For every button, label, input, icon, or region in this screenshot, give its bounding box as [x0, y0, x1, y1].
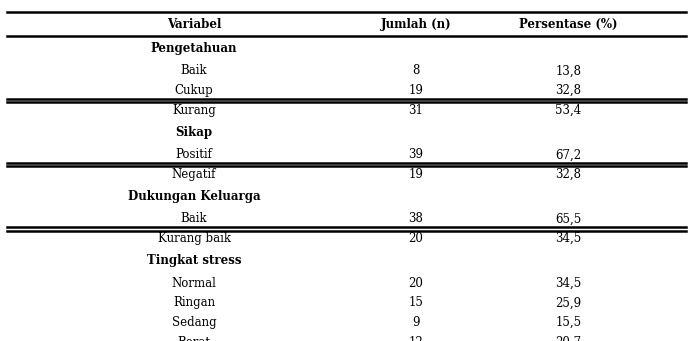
- Text: Baik: Baik: [181, 64, 207, 77]
- Text: Kurang baik: Kurang baik: [157, 232, 231, 245]
- Text: Normal: Normal: [172, 277, 216, 290]
- Text: 20: 20: [408, 277, 423, 290]
- Text: 15,5: 15,5: [555, 316, 581, 329]
- Text: 8: 8: [412, 64, 419, 77]
- Text: 65,5: 65,5: [555, 212, 581, 225]
- Text: 12: 12: [408, 336, 423, 341]
- Text: 34,5: 34,5: [555, 277, 581, 290]
- Text: 20: 20: [408, 232, 423, 245]
- Text: 39: 39: [408, 148, 423, 161]
- Text: Variabel: Variabel: [167, 18, 221, 31]
- Text: Kurang: Kurang: [172, 104, 216, 117]
- Text: Berat: Berat: [177, 336, 211, 341]
- Text: Tingkat stress: Tingkat stress: [147, 254, 241, 267]
- Text: 31: 31: [408, 104, 423, 117]
- Text: Baik: Baik: [181, 212, 207, 225]
- Text: 19: 19: [408, 84, 423, 97]
- Text: 32,8: 32,8: [555, 84, 581, 97]
- Text: 19: 19: [408, 168, 423, 181]
- Text: 34,5: 34,5: [555, 232, 581, 245]
- Text: 67,2: 67,2: [555, 148, 581, 161]
- Text: 32,8: 32,8: [555, 168, 581, 181]
- Text: 38: 38: [408, 212, 423, 225]
- Text: Dukungan Keluarga: Dukungan Keluarga: [128, 190, 261, 203]
- Text: Jumlah (n): Jumlah (n): [380, 18, 451, 31]
- Text: Negatif: Negatif: [172, 168, 216, 181]
- Text: Persentase (%): Persentase (%): [519, 18, 617, 31]
- Text: Sikap: Sikap: [175, 126, 213, 139]
- Text: 25,9: 25,9: [555, 296, 581, 309]
- Text: 15: 15: [408, 296, 423, 309]
- Text: Ringan: Ringan: [173, 296, 215, 309]
- Text: 9: 9: [412, 316, 419, 329]
- Text: Pengetahuan: Pengetahuan: [151, 42, 237, 55]
- Text: 13,8: 13,8: [555, 64, 581, 77]
- Text: 20,7: 20,7: [555, 336, 581, 341]
- Text: 53,4: 53,4: [555, 104, 581, 117]
- Text: Sedang: Sedang: [172, 316, 216, 329]
- Text: Cukup: Cukup: [175, 84, 213, 97]
- Text: Positif: Positif: [175, 148, 213, 161]
